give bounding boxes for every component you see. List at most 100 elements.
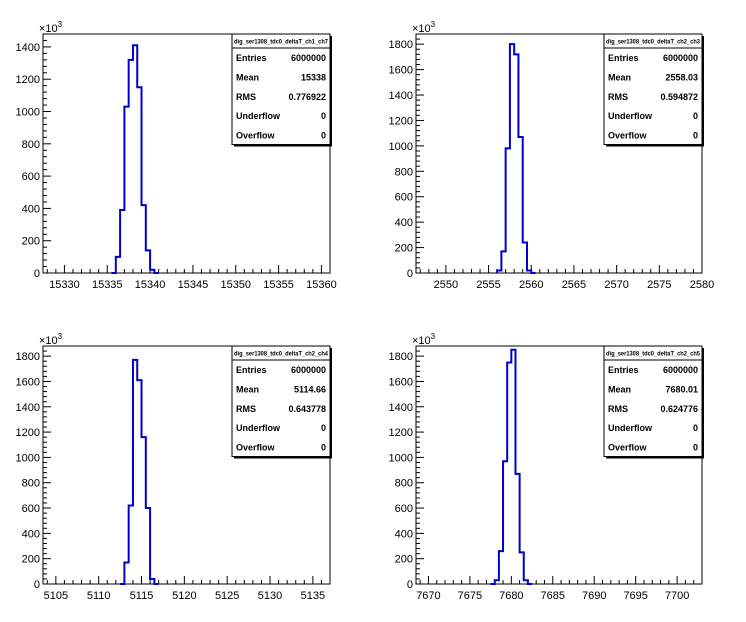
stats-label: Mean [608,72,631,82]
x-tick-label: 15330 [49,279,80,291]
stats-box-frame [603,345,703,457]
histogram-series [120,358,159,585]
y-tick-label: 1400 [389,402,413,414]
y-exponent-label: ×103 [39,20,63,35]
histogram-pad-2: 2550 2555 2560 2565 2570 2575 2580 0 200 400 600 80… [389,20,715,291]
y-tick-label: 800 [22,478,40,490]
y-exponent-label: ×103 [39,332,63,347]
plot-frame [415,345,703,585]
histogram-pad-3: 5105 5110 5115 5120 5125 5130 5135 0 200 400 600 80… [16,332,332,602]
y-tick-label: 400 [22,203,40,215]
y-tick-label: 200 [395,243,413,255]
stats-value: 0.624776 [660,404,698,414]
y-tick-label: 1800 [389,351,413,363]
plot-frame [415,33,703,274]
stats-value: 0.594872 [660,92,698,102]
stats-label: Mean [236,384,259,394]
stats-label: Underflow [236,423,281,433]
y-tick-label: 1200 [16,74,40,86]
x-tick-label: 15355 [263,279,294,291]
x-tick-label: 2575 [647,279,671,291]
histogram-outline [490,348,533,585]
y-tick-label: 1800 [16,351,40,363]
x-tick-label: 2550 [434,279,458,291]
stats-box: dig_ser1308_tdc0_deltaT_ch2_ch4 Entries 60… [231,345,332,459]
stats-histogram-name: dig_ser1308_tdc0_deltaT_ch2_ch3 [606,40,701,46]
y-tick-label: 400 [395,217,413,229]
x-tick-label: 5130 [258,590,282,602]
y-tick-label: 1600 [389,65,413,77]
stats-label: Overflow [608,130,648,140]
x-tick-label: 5110 [87,590,111,602]
stats-label: RMS [608,92,628,102]
y-tick-label: 400 [395,528,413,540]
stats-label: Mean [608,384,631,394]
stats-value: 0.643778 [288,404,326,414]
stats-label: Entries [608,53,639,63]
stats-histogram-name: dig_ser1308_tdc0_deltaT_ch2_ch4 [234,352,329,358]
y-tick-label: 0 [34,268,40,280]
stats-value: 0 [693,111,698,121]
stats-value: 0 [321,130,326,140]
x-tick-label: 7690 [582,590,606,602]
stats-box: dig_ser1308_tdc0_deltaT_ch1_ch7 Entries 60… [231,33,332,147]
stats-label: RMS [236,92,256,102]
x-tick-label: 7700 [665,590,689,602]
x-tick-label: 2560 [519,279,543,291]
stats-label: Underflow [236,111,281,121]
stats-value: 0 [693,423,698,433]
y-exponent-label: ×103 [412,20,436,35]
stats-box-frame [231,345,331,457]
y-tick-label: 1400 [389,90,413,102]
stats-value: 2558.03 [665,72,698,82]
stats-label: Entries [608,365,639,375]
stats-label: Overflow [236,130,276,140]
stats-label: Overflow [608,442,648,452]
stats-value: 5114.66 [294,384,326,394]
y-tick-label: 1200 [16,427,40,439]
histogram-series [496,43,536,274]
y-tick-label: 600 [22,503,40,515]
stats-value: 6000000 [663,53,698,63]
x-tick-label: 7695 [623,590,647,602]
stats-label: Mean [236,72,259,82]
x-tick-label: 15350 [220,279,251,291]
stats-value: 7680.01 [665,384,698,394]
stats-value: 6000000 [663,365,698,375]
stats-value: 0 [693,130,698,140]
stats-label: RMS [608,404,628,414]
x-tick-label: 5125 [215,590,239,602]
x-tick-label: 7685 [541,590,565,602]
x-tick-label: 7675 [458,590,482,602]
x-tick-label: 5120 [172,590,196,602]
y-tick-label: 0 [34,579,40,591]
stats-label: Entries [236,53,267,63]
y-exponent-label: ×103 [412,332,436,347]
y-tick-label: 200 [395,554,413,566]
x-tick-label: 5115 [130,590,154,602]
x-tick-label: 2570 [604,279,628,291]
y-tick-label: 0 [407,268,413,280]
stats-value: 6000000 [291,365,326,375]
stats-label: Underflow [608,423,653,433]
histogram-pad-4: 7670 7675 7680 7685 7690 7695 7700 0 200 400 600 80… [389,332,704,602]
stats-value: 6000000 [291,53,326,63]
histogram-pad-1: 15330 15335 15340 15345 15350 15355 15360 0 200 4… [16,20,337,291]
stats-label: RMS [236,404,256,414]
stats-histogram-name: dig_ser1308_tdc0_deltaT_ch1_ch7 [234,40,329,46]
histogram-series [111,44,159,274]
x-tick-label: 15360 [306,279,337,291]
x-tick-label: 5105 [44,590,68,602]
stats-box-frame [603,33,703,145]
y-tick-label: 1000 [389,141,413,153]
stats-label: Underflow [608,111,653,121]
y-tick-label: 1000 [389,452,413,464]
y-tick-label: 200 [22,236,40,248]
y-tick-label: 600 [395,192,413,204]
plot-frame [42,33,331,274]
x-tick-label: 7670 [416,590,440,602]
y-tick-label: 800 [22,139,40,151]
y-tick-label: 600 [22,171,40,183]
x-tick-label: 2565 [562,279,586,291]
